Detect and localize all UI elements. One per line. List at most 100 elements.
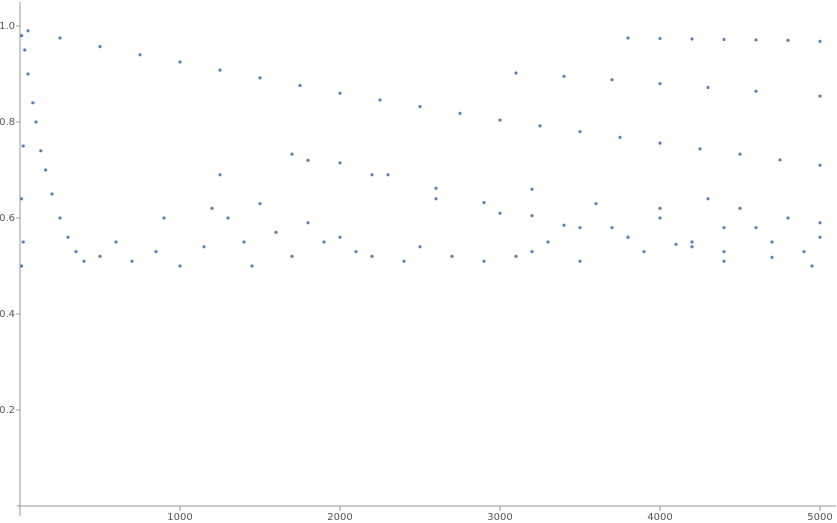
point bbox=[242, 240, 246, 244]
point bbox=[434, 197, 438, 201]
point bbox=[610, 78, 614, 82]
point bbox=[322, 240, 326, 244]
point bbox=[20, 197, 24, 201]
point bbox=[514, 71, 518, 75]
point bbox=[690, 240, 694, 244]
point bbox=[754, 38, 758, 42]
point bbox=[658, 36, 662, 41]
point bbox=[578, 226, 582, 230]
point bbox=[130, 259, 134, 263]
point bbox=[450, 254, 454, 258]
point bbox=[594, 202, 598, 206]
point bbox=[802, 250, 806, 254]
point bbox=[482, 259, 486, 263]
point bbox=[578, 259, 582, 263]
point bbox=[698, 147, 702, 151]
point bbox=[202, 245, 206, 249]
point bbox=[138, 53, 142, 57]
point bbox=[658, 216, 662, 220]
point bbox=[218, 173, 222, 177]
point bbox=[642, 250, 646, 254]
y-tick-label: 0.8 bbox=[0, 117, 15, 128]
point bbox=[722, 37, 726, 42]
point bbox=[20, 34, 24, 38]
point bbox=[498, 118, 502, 122]
point bbox=[818, 163, 822, 167]
point bbox=[218, 68, 222, 72]
point bbox=[658, 206, 662, 210]
point bbox=[706, 85, 710, 90]
point bbox=[578, 130, 582, 134]
point bbox=[338, 91, 342, 95]
point bbox=[21, 240, 25, 244]
point bbox=[770, 255, 774, 259]
point bbox=[818, 221, 822, 225]
point bbox=[786, 216, 790, 220]
point bbox=[66, 235, 70, 239]
point bbox=[20, 264, 24, 268]
point bbox=[434, 186, 438, 190]
point bbox=[722, 226, 726, 230]
point bbox=[210, 206, 214, 210]
point bbox=[378, 98, 382, 102]
point bbox=[818, 94, 822, 98]
point bbox=[250, 264, 254, 268]
point bbox=[98, 254, 102, 258]
point bbox=[738, 152, 742, 156]
x-tick-label: 2000 bbox=[327, 512, 352, 523]
point bbox=[418, 245, 422, 249]
point bbox=[82, 259, 86, 263]
point bbox=[626, 235, 630, 239]
point bbox=[226, 216, 230, 220]
point bbox=[98, 45, 102, 49]
point bbox=[482, 201, 486, 205]
point bbox=[706, 197, 710, 201]
point bbox=[530, 250, 534, 254]
point bbox=[690, 37, 694, 41]
point bbox=[298, 83, 302, 88]
point bbox=[21, 144, 25, 148]
x-tick-label: 3000 bbox=[487, 512, 512, 523]
point bbox=[514, 254, 518, 258]
point bbox=[370, 173, 374, 177]
point bbox=[290, 254, 294, 258]
point bbox=[562, 74, 566, 78]
point bbox=[74, 250, 78, 254]
point bbox=[610, 226, 614, 230]
point bbox=[44, 168, 48, 172]
point bbox=[498, 211, 502, 215]
point bbox=[658, 141, 662, 145]
point bbox=[618, 135, 622, 139]
point bbox=[178, 264, 182, 268]
point bbox=[810, 264, 814, 268]
point bbox=[258, 202, 262, 206]
x-tick-label: 1000 bbox=[167, 512, 192, 523]
point bbox=[722, 250, 726, 254]
point bbox=[306, 221, 310, 225]
point bbox=[26, 29, 30, 33]
point bbox=[546, 240, 550, 244]
y-tick-label: 0.6 bbox=[0, 213, 15, 224]
x-tick-label: 5000 bbox=[807, 512, 832, 523]
point bbox=[178, 60, 182, 64]
point bbox=[338, 235, 342, 239]
point bbox=[754, 226, 758, 230]
point bbox=[34, 120, 38, 124]
point bbox=[530, 214, 534, 218]
point bbox=[154, 250, 158, 254]
point bbox=[818, 235, 822, 239]
point bbox=[778, 158, 782, 162]
point bbox=[786, 38, 790, 43]
point bbox=[26, 72, 30, 76]
point bbox=[290, 152, 294, 156]
point bbox=[114, 240, 118, 244]
point bbox=[402, 259, 406, 263]
point bbox=[418, 105, 422, 109]
x-tick-label: 4000 bbox=[647, 512, 672, 523]
point bbox=[39, 149, 43, 153]
point bbox=[530, 187, 534, 191]
point bbox=[50, 192, 54, 196]
point bbox=[818, 39, 822, 43]
y-tick-label: 1.0 bbox=[0, 21, 15, 32]
